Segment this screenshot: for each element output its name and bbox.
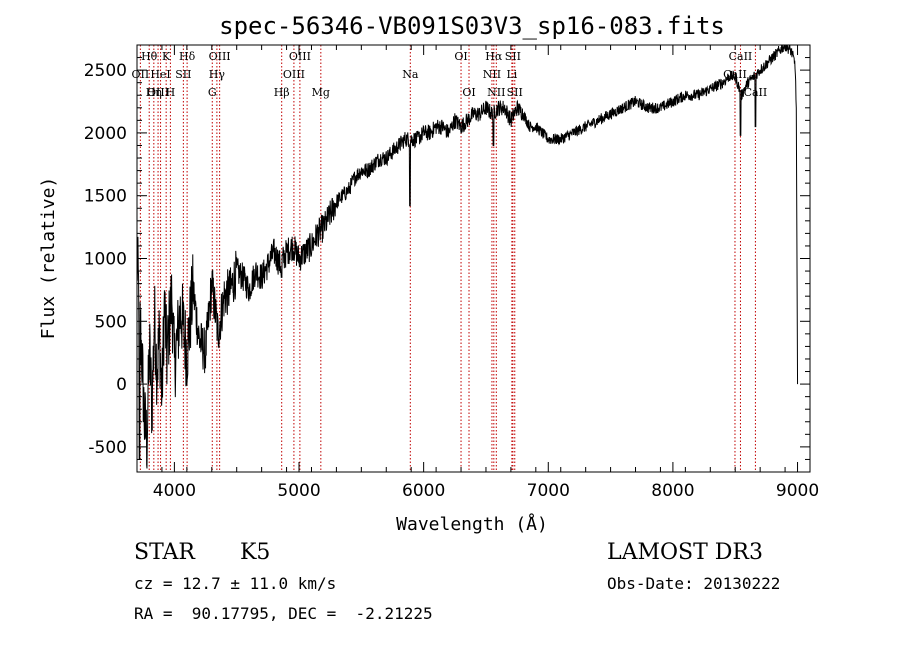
- star-subclass: K5: [240, 540, 271, 565]
- spectral-line-label: Hβ: [274, 86, 290, 99]
- y-tick-label: 1500: [84, 187, 127, 207]
- x-tick-label: 9000: [776, 481, 819, 501]
- spectral-line-label: Li: [506, 68, 517, 81]
- spectral-line-label: OII: [132, 68, 150, 81]
- spectral-line-label: SII: [505, 50, 521, 63]
- axes: 4000 5000 6000 7000 8000 9000 -500 0 500 1000 1500…: [84, 44, 819, 501]
- star-class: STAR: [134, 540, 195, 565]
- y-tick-label: 500: [95, 312, 127, 332]
- spectral-line-label: SII: [507, 86, 523, 99]
- coordinates-info: RA = 90.17795, DEC = -2.21225: [134, 604, 433, 623]
- y-tick-label: 0: [116, 375, 127, 395]
- spectral-line-label: OI: [462, 86, 475, 99]
- chart-title: spec-56346-VB091S03V3_sp16-083.fits: [219, 12, 725, 40]
- survey-name: LAMOST DR3: [607, 540, 763, 565]
- observation-date: Obs-Date: 20130222: [607, 574, 781, 593]
- x-tick-label: 5000: [277, 481, 320, 501]
- spectral-line-label: Hα: [485, 50, 503, 63]
- x-tick-label: 8000: [651, 481, 694, 501]
- y-tick-label: 1000: [84, 250, 127, 270]
- spectral-line-label: OIII: [209, 50, 231, 63]
- x-tick-label: 7000: [527, 481, 570, 501]
- flux-line: [136, 44, 799, 469]
- x-tick-label: 6000: [402, 481, 445, 501]
- spectral-line-label: Na: [402, 68, 419, 81]
- y-axis-label: Flux (relative): [38, 177, 59, 340]
- x-tick-label: 4000: [153, 481, 196, 501]
- spectral-line-label: OI: [454, 50, 467, 63]
- spectral-line-label: SII: [175, 68, 191, 81]
- spectral-line-markers: [139, 45, 756, 472]
- spectral-line-label: K: [162, 50, 171, 63]
- spectral-line-label: OIII: [283, 68, 305, 81]
- spectral-line-label: Hη: [146, 86, 162, 99]
- spectral-line-label: OIII: [289, 50, 311, 63]
- spectral-line-label: NII: [483, 68, 501, 81]
- redshift-info: cz = 12.7 ± 11.0 km/s: [134, 574, 337, 593]
- spectral-line-label: NII: [487, 86, 505, 99]
- spectral-line-label: H: [166, 86, 176, 99]
- spectral-line-label: Hθ: [141, 50, 158, 63]
- x-axis-label: Wavelength (Å): [396, 513, 548, 535]
- y-tick-label: 2500: [84, 61, 127, 81]
- spectral-line-label: OIII: [147, 86, 169, 99]
- spectral-line-labels: Hθ OII OIII K HeI Hη SII H Hδ OIII Hγ G Hβ OIII OIII Mg…: [132, 50, 768, 99]
- spectral-line-label: Hδ: [179, 50, 196, 63]
- spectral-line-label: HeI: [150, 68, 170, 81]
- y-tick-label: -500: [88, 438, 127, 458]
- spectral-line-label: Hγ: [209, 68, 226, 81]
- spectral-line-label: Mg: [312, 86, 330, 99]
- spectral-line-label: CaII: [729, 50, 753, 63]
- spectral-line-label: G: [208, 86, 217, 99]
- flux-series: [136, 44, 799, 469]
- y-tick-label: 2000: [84, 124, 127, 144]
